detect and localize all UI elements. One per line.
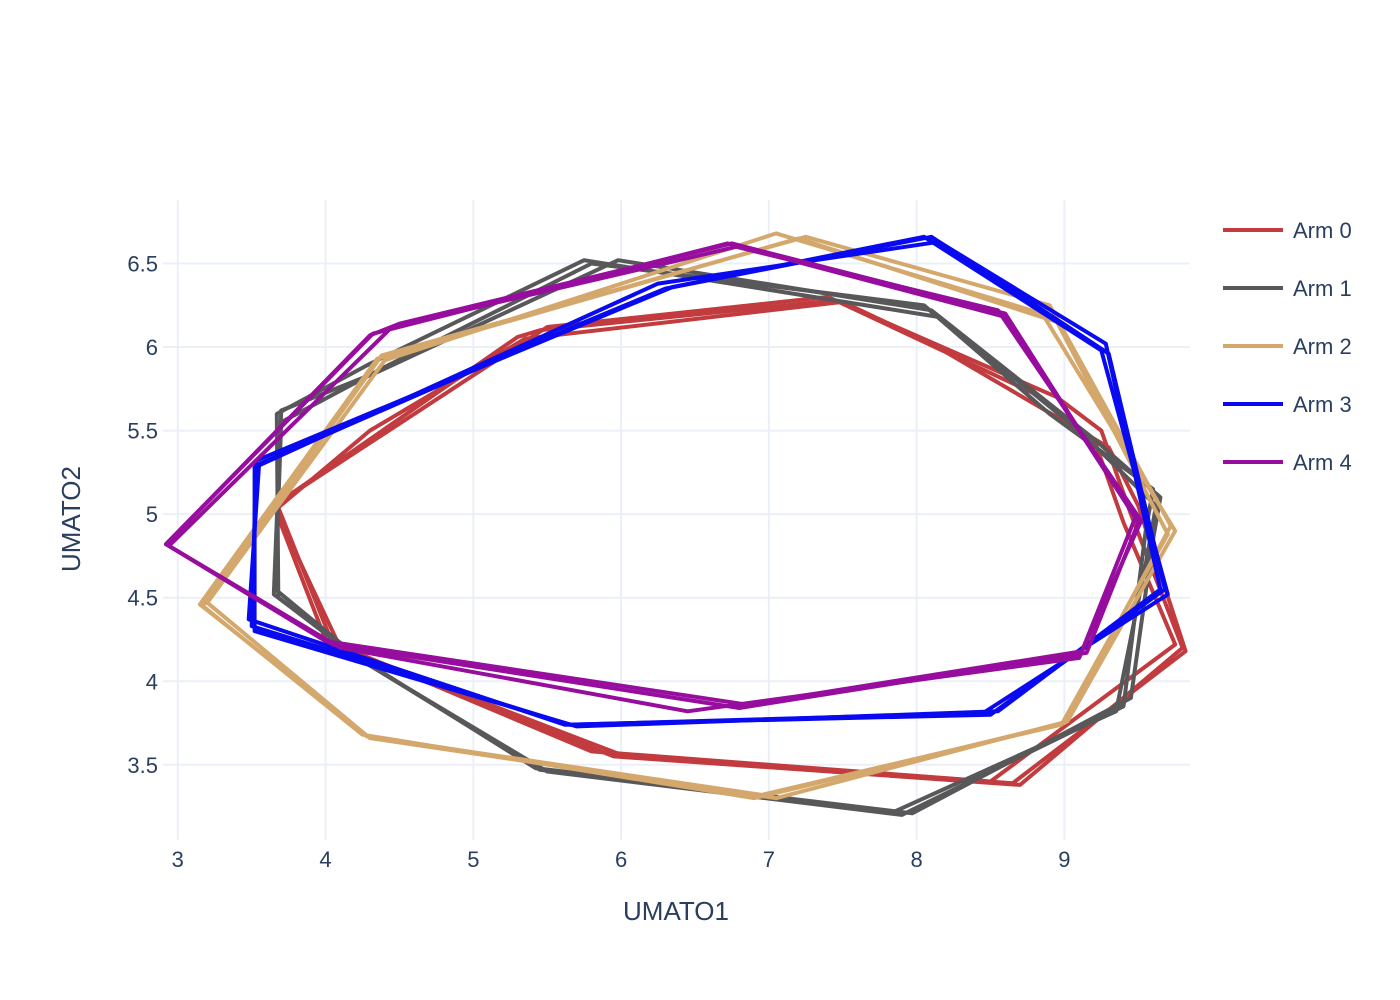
series-line [249, 234, 1170, 727]
x-tick-label: 3 [172, 847, 184, 872]
gridlines [163, 200, 1190, 840]
legend-item[interactable]: Arm 4 [1223, 450, 1352, 475]
series-line [166, 244, 1144, 707]
axis-ticks: 3 4 5 6 7 8 9 3.5 4 4.5 5 5.5 6 6.5 [127, 251, 1070, 872]
legend-item[interactable]: Arm 0 [1223, 218, 1352, 243]
y-tick-label: 4.5 [127, 586, 158, 611]
y-tick-label: 5.5 [127, 419, 158, 444]
series-2 [197, 231, 1178, 801]
y-tick-label: 5 [146, 502, 158, 527]
series-4 [164, 241, 1144, 714]
legend: Arm 0 Arm 1 Arm 2 Arm 3 Arm 4 [1223, 218, 1352, 475]
y-tick-label: 6 [146, 335, 158, 360]
y-tick-label: 3.5 [127, 753, 158, 778]
series-0 [271, 294, 1188, 787]
series-line [276, 299, 1188, 786]
plot-area [164, 231, 1188, 817]
x-tick-label: 6 [615, 847, 627, 872]
legend-label: Arm 1 [1293, 276, 1352, 301]
series-line [274, 258, 1158, 814]
legend-item[interactable]: Arm 2 [1223, 334, 1352, 359]
series-line [271, 298, 1185, 787]
x-tick-label: 4 [319, 847, 331, 872]
legend-label: Arm 3 [1293, 392, 1352, 417]
y-tick-label: 6.5 [127, 251, 158, 276]
y-axis-title: UMATO2 [56, 466, 86, 572]
series-3 [246, 234, 1170, 729]
x-tick-label: 9 [1058, 847, 1070, 872]
legend-label: Arm 4 [1293, 450, 1352, 475]
legend-item[interactable]: Arm 3 [1223, 392, 1352, 417]
x-tick-label: 8 [911, 847, 923, 872]
series-line [273, 261, 1156, 817]
y-tick-label: 4 [146, 669, 158, 694]
x-tick-label: 7 [763, 847, 775, 872]
legend-label: Arm 0 [1293, 218, 1352, 243]
series-line [197, 236, 1170, 797]
x-tick-label: 5 [467, 847, 479, 872]
legend-label: Arm 2 [1293, 334, 1352, 359]
x-axis-title: UMATO1 [623, 896, 729, 926]
series-line [271, 294, 1178, 784]
legend-item[interactable]: Arm 1 [1223, 276, 1352, 301]
